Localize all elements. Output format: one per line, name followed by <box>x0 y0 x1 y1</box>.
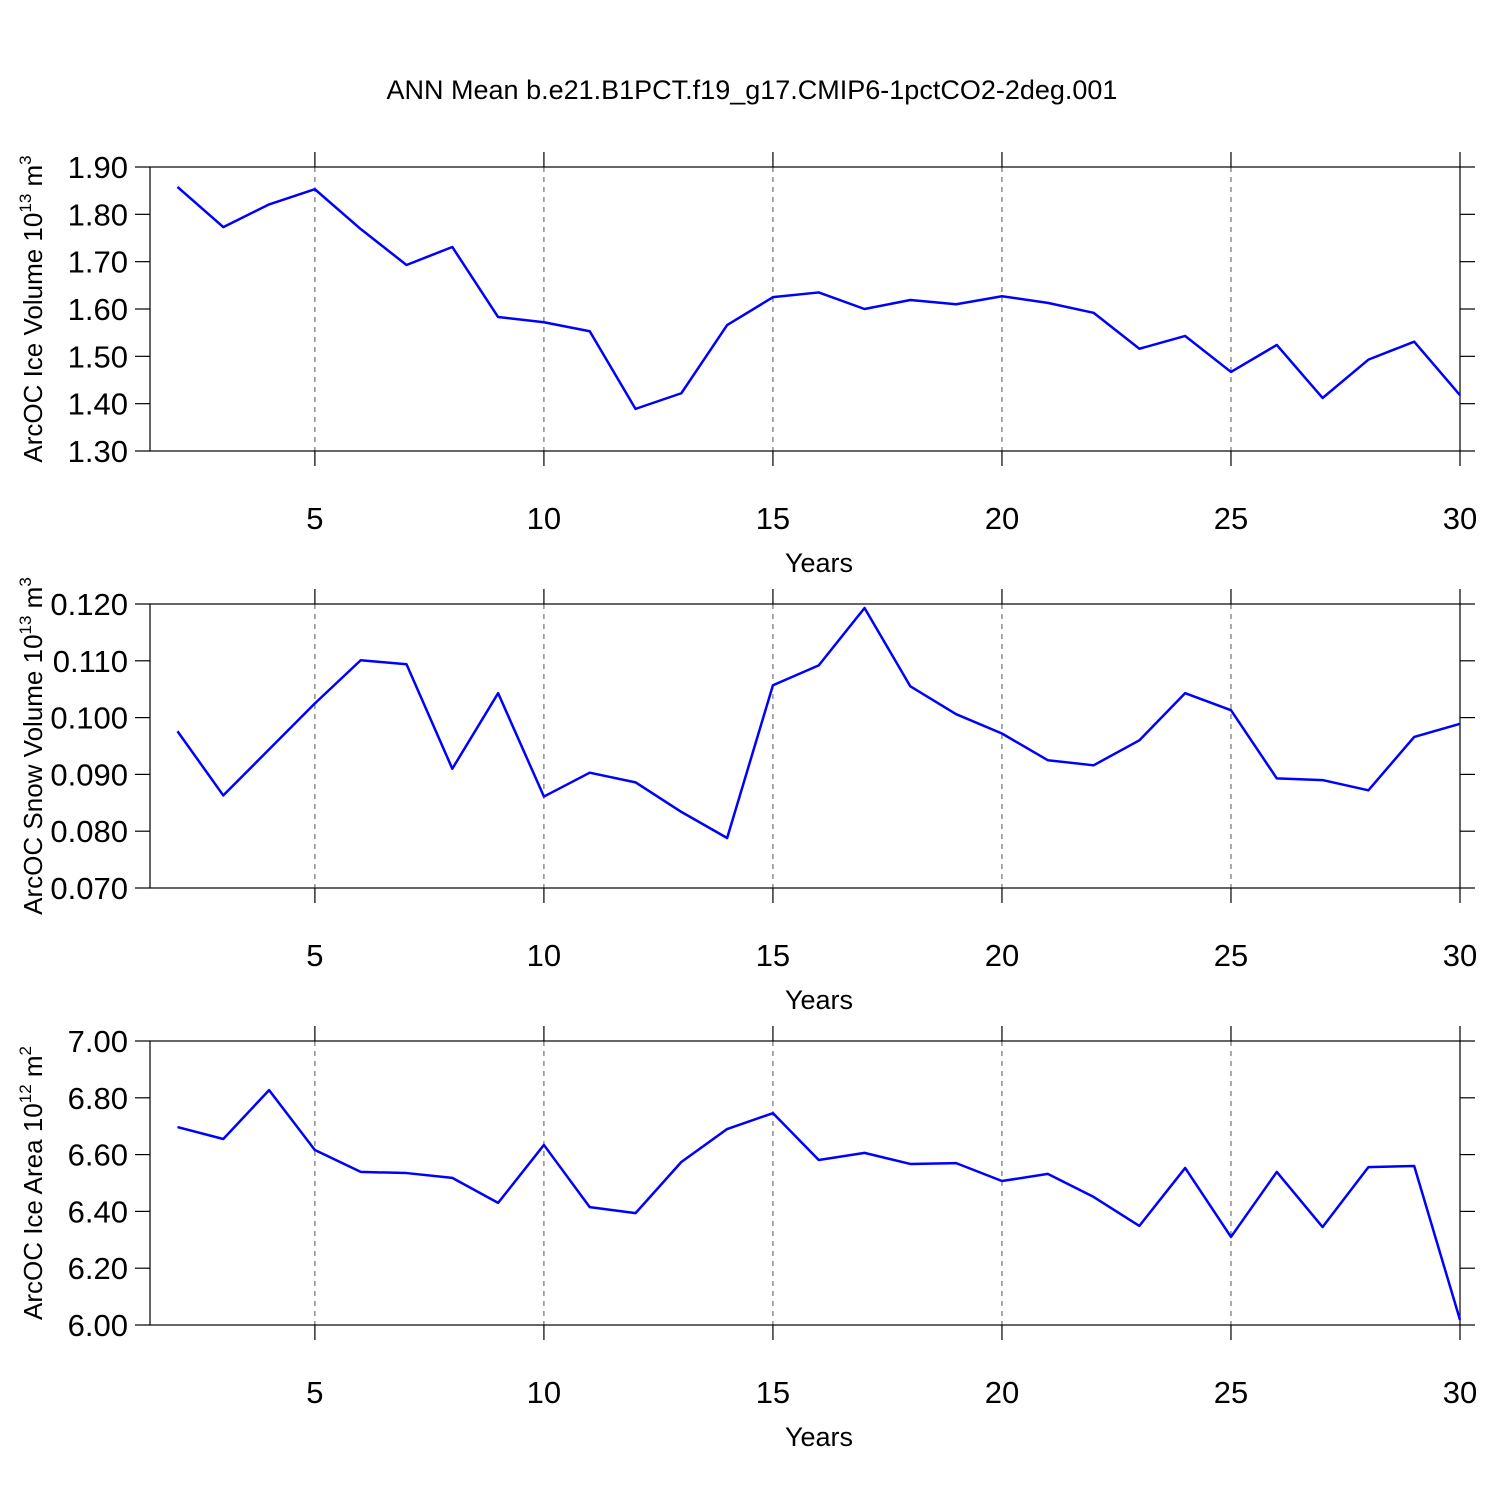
y-tick-label: 7.00 <box>68 1024 128 1059</box>
y-tick-label: 1.70 <box>68 245 128 280</box>
y-tick-label: 6.20 <box>68 1251 128 1286</box>
y-tick-label: 1.80 <box>68 197 128 232</box>
y-tick-label: 0.100 <box>50 701 128 736</box>
y-tick-label: 1.40 <box>68 387 128 422</box>
y-axis-label-exponent: 13 <box>16 194 35 213</box>
y-axis-label: ArcOC Ice Volume 1013 m3 <box>16 155 48 462</box>
data-line <box>176 185 1461 411</box>
x-axis-label: Years <box>785 1422 853 1452</box>
x-tick-label: 25 <box>1214 938 1248 973</box>
y-axis-label-exponent: 3 <box>16 577 35 586</box>
x-tick-label: 20 <box>985 1375 1019 1410</box>
y-tick-label: 0.080 <box>50 814 128 849</box>
y-tick-label: 6.00 <box>68 1308 128 1343</box>
y-axis-label-exponent: 13 <box>16 616 35 635</box>
y-axis-label: ArcOC Ice Area 1012 m2 <box>16 1046 48 1320</box>
x-tick-label: 5 <box>306 501 323 536</box>
y-tick-label: 0.090 <box>50 757 128 792</box>
x-tick-label: 10 <box>527 938 561 973</box>
y-tick-label: 1.90 <box>68 150 128 185</box>
x-tick-label: 30 <box>1443 1375 1477 1410</box>
x-tick-label: 15 <box>756 1375 790 1410</box>
data-line <box>177 1088 1462 1321</box>
y-tick-label: 6.60 <box>68 1138 128 1173</box>
y-tick-label: 6.80 <box>68 1081 128 1116</box>
y-tick-label: 0.120 <box>50 587 128 622</box>
x-tick-label: 15 <box>756 501 790 536</box>
y-axis-label-text: ArcOC Snow Volume 10 <box>18 634 48 914</box>
chart-title: ANN Mean b.e21.B1PCT.f19_g17.CMIP6-1pctC… <box>387 75 1118 105</box>
x-tick-label: 25 <box>1214 1375 1248 1410</box>
x-tick-label: 5 <box>306 938 323 973</box>
x-tick-label: 30 <box>1443 501 1477 536</box>
data-line <box>176 606 1461 840</box>
y-axis-label-text: ArcOC Ice Area 10 <box>18 1103 48 1320</box>
x-axis-label: Years <box>785 548 853 578</box>
y-axis-label-text: m <box>18 587 48 616</box>
y-axis-label-text: m <box>18 165 48 194</box>
x-tick-label: 10 <box>527 1375 561 1410</box>
y-tick-label: 0.110 <box>53 644 128 679</box>
plot-frame <box>149 603 1461 889</box>
plot-frame <box>149 166 1461 452</box>
x-tick-label: 30 <box>1443 938 1477 973</box>
x-tick-label: 20 <box>985 501 1019 536</box>
x-tick-label: 10 <box>527 501 561 536</box>
y-axis-label-text: ArcOC Ice Volume 10 <box>18 213 48 463</box>
x-tick-label: 15 <box>756 938 790 973</box>
y-tick-label: 6.40 <box>68 1194 128 1229</box>
y-tick-label: 0.070 <box>50 871 128 906</box>
y-tick-label: 1.50 <box>68 339 128 374</box>
y-axis-label-exponent: 2 <box>16 1046 35 1055</box>
x-tick-label: 5 <box>306 1375 323 1410</box>
plot-frame <box>149 1040 1461 1326</box>
x-tick-label: 25 <box>1214 501 1248 536</box>
x-axis-label: Years <box>785 985 853 1015</box>
y-tick-label: 1.60 <box>68 292 128 327</box>
y-axis-label-text: m <box>18 1055 48 1084</box>
x-tick-label: 20 <box>985 938 1019 973</box>
y-tick-label: 1.30 <box>68 434 128 469</box>
y-axis-label-exponent: 3 <box>16 155 35 164</box>
y-axis-label-exponent: 12 <box>16 1084 35 1103</box>
y-axis-label: ArcOC Snow Volume 1013 m3 <box>16 577 48 915</box>
